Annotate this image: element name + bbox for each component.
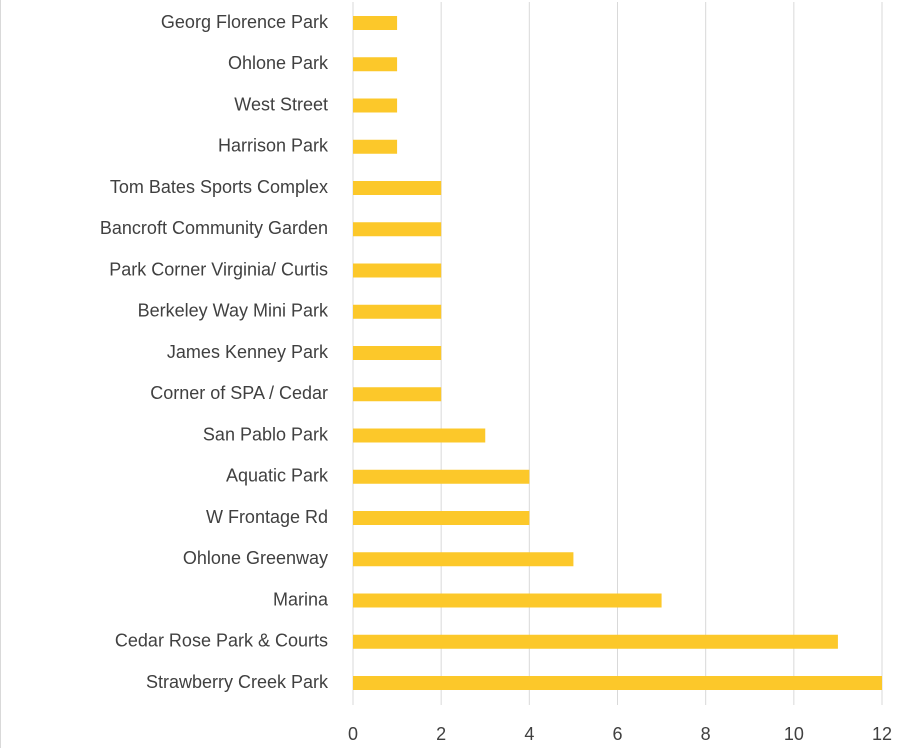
x-tick-label: 10 [784, 724, 804, 744]
bar [353, 98, 398, 113]
x-tick-label: 8 [701, 724, 711, 744]
bar [353, 57, 398, 72]
y-tick-label: Tom Bates Sports Complex [110, 177, 328, 197]
x-tick-label: 0 [348, 724, 358, 744]
bar [353, 181, 442, 195]
bar [353, 428, 486, 443]
bar [353, 16, 398, 30]
y-tick-label: Cedar Rose Park & Courts [115, 631, 328, 651]
bar [353, 469, 530, 484]
bar [353, 346, 442, 360]
y-tick-label: Ohlone Park [228, 53, 329, 73]
y-tick-label: Georg Florence Park [161, 12, 329, 32]
x-tick-label: 12 [872, 724, 892, 744]
bar [353, 676, 882, 690]
x-tick-label: 4 [524, 724, 534, 744]
y-tick-label: W Frontage Rd [206, 507, 328, 527]
bar [353, 263, 442, 278]
y-tick-label: Harrison Park [218, 136, 329, 156]
bar [353, 222, 442, 237]
y-tick-label: Marina [273, 589, 329, 609]
bar [353, 304, 442, 319]
y-tick-label: Bancroft Community Garden [100, 218, 328, 238]
y-tick-label: San Pablo Park [203, 424, 329, 444]
x-tick-label: 2 [436, 724, 446, 744]
bar [353, 552, 574, 567]
y-tick-label: Aquatic Park [226, 466, 329, 486]
bar [353, 511, 530, 525]
bar [353, 387, 442, 402]
y-tick-label: Strawberry Creek Park [146, 672, 329, 692]
y-tick-label: Ohlone Greenway [183, 548, 328, 568]
bar [353, 139, 398, 154]
bar [353, 634, 838, 649]
bar [353, 593, 662, 608]
y-tick-label: Park Corner Virginia/ Curtis [109, 259, 328, 279]
y-tick-label: Berkeley Way Mini Park [138, 301, 329, 321]
x-tick-label: 6 [612, 724, 622, 744]
y-tick-label: Corner of SPA / Cedar [150, 383, 328, 403]
y-tick-label: James Kenney Park [167, 342, 329, 362]
y-tick-label: West Street [234, 94, 328, 114]
